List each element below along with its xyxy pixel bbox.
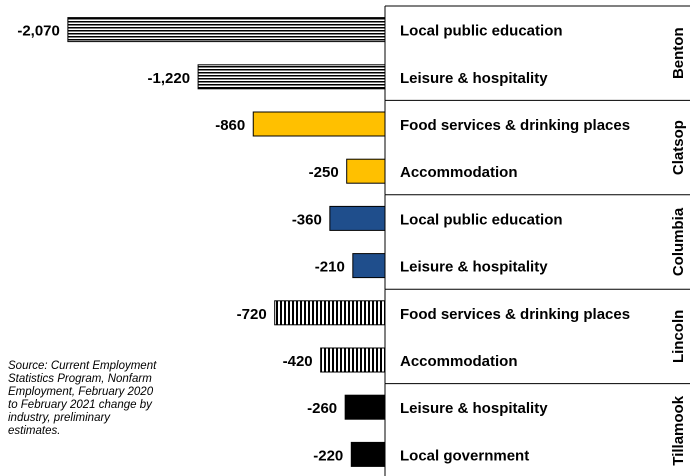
bar-benton-leisure-hospitality [197,64,386,90]
industry-label-tillamook-1: Local government [400,447,529,464]
industry-label-clatsop-0: Food services & drinking places [400,117,630,134]
value-label-columbia-0: -360 [292,211,322,228]
industry-label-clatsop-1: Accommodation [400,164,518,181]
county-frame [384,5,690,476]
bar-columbia-local-public-education [329,205,386,231]
value-label-tillamook-0: -260 [307,400,337,417]
bar-clatsop-food-services-drinking-places [252,111,386,137]
source-note: Source: Current Employment Statistics Pr… [8,360,157,437]
value-label-clatsop-0: -860 [215,117,245,134]
bar-columbia-leisure-hospitality [352,253,386,279]
county-label-columbia: Columbia [670,207,687,276]
value-label-columbia-1: -210 [315,259,345,276]
industry-label-columbia-0: Local public education [400,211,563,228]
bars-layer [67,17,386,467]
industry-label-columbia-1: Leisure & hospitality [400,259,548,276]
value-label-lincoln-1: -420 [283,353,313,370]
county-label-tillamook: Tillamook [670,395,687,465]
county-label-clatsop: Clatsop [670,120,687,175]
value-label-tillamook-1: -220 [313,447,343,464]
bar-lincoln-food-services-drinking-places [274,300,386,326]
industry-label-benton-0: Local public education [400,23,563,40]
county-label-lincoln: Lincoln [670,310,687,363]
industry-label-tillamook-0: Leisure & hospitality [400,400,548,417]
county-label-benton: Benton [670,27,687,79]
value-label-benton-0: -2,070 [17,23,60,40]
industry-label-lincoln-0: Food services & drinking places [400,306,630,323]
value-label-clatsop-1: -250 [309,164,339,181]
bar-clatsop-accommodation [346,158,386,184]
industry-label-lincoln-1: Accommodation [400,353,518,370]
bar-lincoln-accommodation [320,347,386,373]
bar-tillamook-leisure-hospitality [344,394,386,420]
value-label-benton-1: -1,220 [148,70,191,87]
labels-layer: -2,070 Local public education -1,220 Leisur… [17,23,687,466]
bar-tillamook-local-government [350,441,386,467]
bar-benton-local-public-education [67,17,386,43]
industry-label-benton-1: Leisure & hospitality [400,70,548,87]
value-label-lincoln-0: -720 [237,306,267,323]
